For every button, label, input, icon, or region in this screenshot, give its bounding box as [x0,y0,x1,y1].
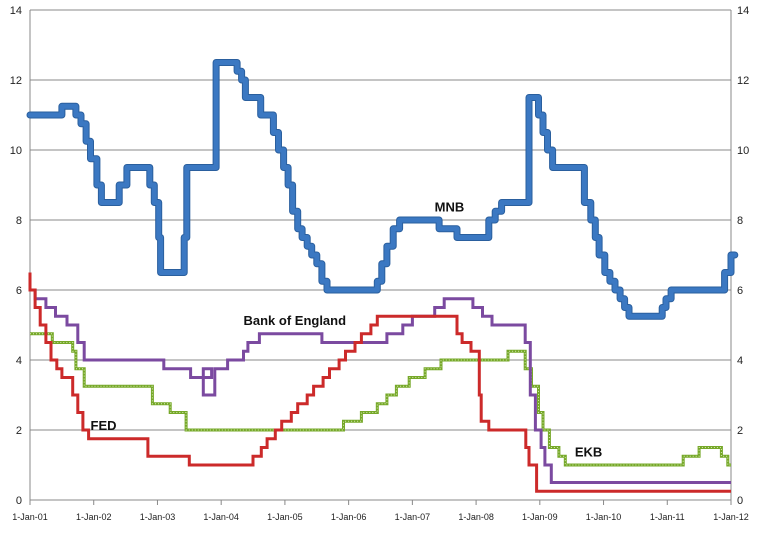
series-annotation: MNB [435,199,465,214]
series-line-fed [28,272,731,493]
y-tick-label-right: 4 [737,355,743,367]
y-tick-label-right: 8 [737,215,743,227]
x-tick-label: 1-Jan-09 [522,512,558,522]
series-annotation: Bank of England [243,313,346,328]
x-tick-label: 1-Jan-07 [395,512,431,522]
series-line-ekb [30,332,731,467]
y-axis-right: 0 2 4 6 8 10 12 14 [737,5,749,507]
y-tick-label-left: 2 [16,425,22,437]
gridlines [30,9,731,431]
y-tick-label-left: 8 [16,215,22,227]
y-tick-label-right: 12 [737,75,749,87]
x-tick-label: 1-Jan-04 [203,512,239,522]
series-line-mnb [27,60,738,319]
y-tick-label-right: 10 [737,145,749,157]
y-tick-label-left: 6 [16,285,22,297]
x-tick-label: 1-Jan-05 [267,512,303,522]
y-tick-label-left: 14 [10,5,22,17]
y-tick-label-right: 2 [737,425,743,437]
series-lines [26,59,739,493]
y-tick-label-left: 4 [16,355,22,367]
x-tick-label: 1-Jan-08 [458,512,494,522]
axes [29,10,732,501]
y-tick-label-left: 0 [16,495,22,507]
x-tick-label: 1-Jan-06 [331,512,367,522]
series-annotation: EKB [575,444,602,459]
series-annotation: FED [91,418,117,433]
x-tick-label: 1-Jan-01 [12,512,48,522]
x-tick-label: 1-Jan-11 [650,512,685,522]
x-tick-label: 1-Jan-03 [140,512,176,522]
y-tick-label-right: 0 [737,495,743,507]
y-tick-label-right: 6 [737,285,743,297]
y-tick-label-left: 10 [10,145,22,157]
series-line-bank-of-england [30,288,731,484]
y-tick-label-right: 14 [737,5,749,17]
series-labels: MNB Bank of England FED EKB [91,199,603,459]
x-tick-label: 1-Jan-10 [586,512,622,522]
y-tick-label-left: 12 [10,75,22,87]
series-line-ekb-pattern [30,333,731,466]
x-tick-label: 1-Jan-02 [76,512,112,522]
x-axis: 1-Jan-01 1-Jan-02 1-Jan-03 1-Jan-04 1-Jan-05… [12,500,749,522]
x-tick-label: 1-Jan-12 [713,512,749,522]
y-axis-left: 0 2 4 6 8 10 12 14 [10,5,22,507]
